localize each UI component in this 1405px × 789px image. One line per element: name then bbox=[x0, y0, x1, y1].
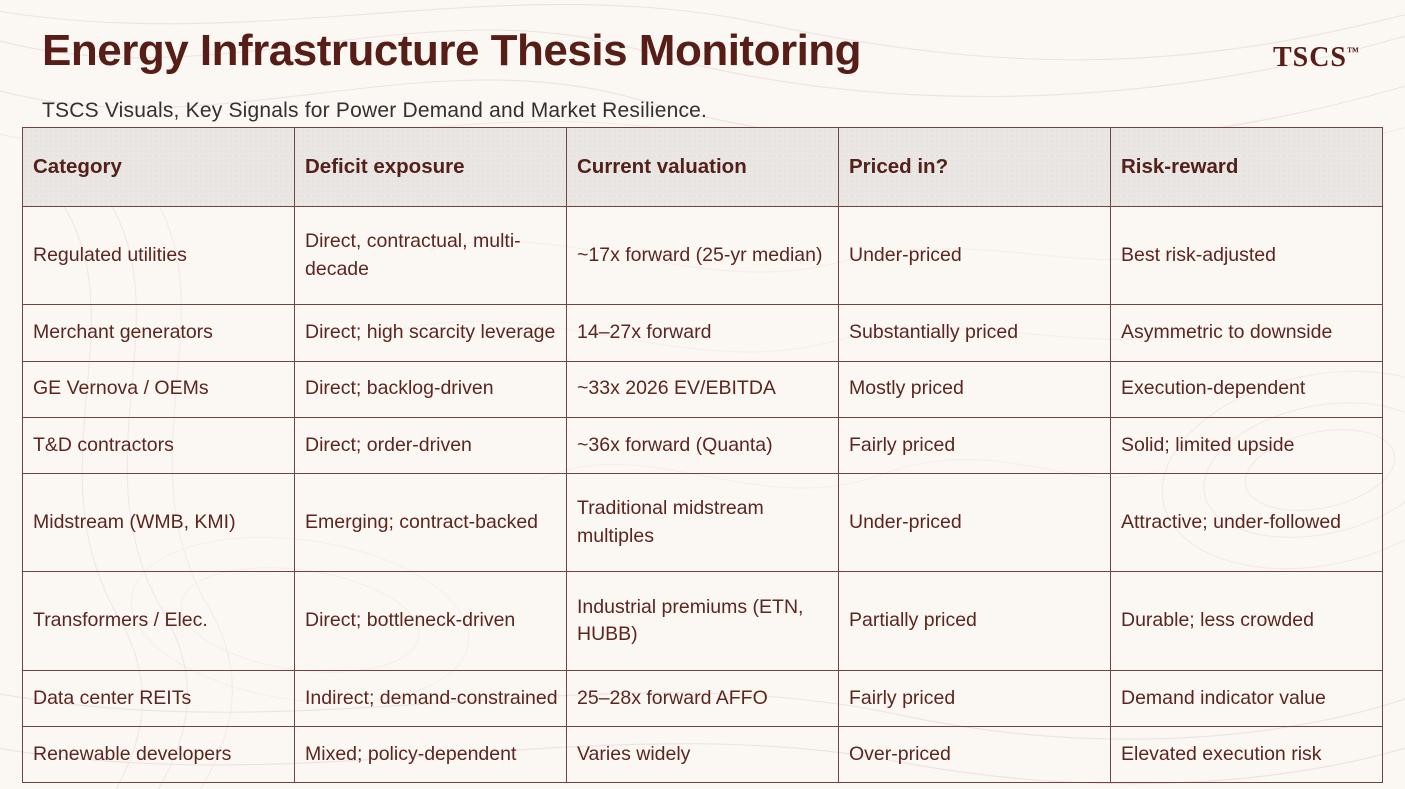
trademark-symbol: ™ bbox=[1347, 44, 1359, 59]
cell-priced-in: Fairly priced bbox=[838, 669, 1111, 727]
cell-risk-reward: Best risk-adjusted bbox=[1110, 205, 1383, 306]
cell-priced-in: Over-priced bbox=[838, 725, 1111, 784]
cell-deficit-exposure: Mixed; policy-dependent bbox=[294, 725, 567, 784]
cell-deficit-exposure: Direct, contractual, multi-decade bbox=[294, 205, 567, 306]
cell-risk-reward: Elevated execution risk bbox=[1110, 725, 1383, 784]
cell-priced-in: Fairly priced bbox=[838, 416, 1111, 474]
table-row: GE Vernova / OEMs Direct; backlog-driven… bbox=[22, 360, 1383, 418]
cell-current-valuation: ~17x forward (25-yr median) bbox=[566, 205, 839, 306]
cell-category: T&D contractors bbox=[22, 416, 295, 474]
page-title: Energy Infrastructure Thesis Monitoring bbox=[42, 26, 862, 75]
cell-current-valuation: ~33x 2026 EV/EBITDA bbox=[566, 360, 839, 418]
table-row: Renewable developers Mixed; policy-depen… bbox=[22, 725, 1383, 784]
page-subtitle: TSCS Visuals, Key Signals for Power Dema… bbox=[42, 99, 708, 122]
cell-current-valuation: 25–28x forward AFFO bbox=[566, 669, 839, 727]
cell-priced-in: Under-priced bbox=[838, 205, 1111, 306]
cell-risk-reward: Demand indicator value bbox=[1110, 669, 1383, 727]
cell-risk-reward: Asymmetric to downside bbox=[1110, 304, 1383, 362]
thesis-monitoring-table: Category Deficit exposure Current valuat… bbox=[22, 127, 1383, 784]
cell-category: GE Vernova / OEMs bbox=[22, 360, 295, 418]
column-header-priced-in: Priced in? bbox=[838, 127, 1111, 207]
cell-risk-reward: Solid; limited upside bbox=[1110, 416, 1383, 474]
table-row: T&D contractors Direct; order-driven ~36… bbox=[22, 416, 1383, 474]
cell-deficit-exposure: Direct; high scarcity leverage bbox=[294, 304, 567, 362]
cell-deficit-exposure: Direct; backlog-driven bbox=[294, 360, 567, 418]
cell-category: Transformers / Elec. bbox=[22, 571, 295, 671]
table-row: Regulated utilities Direct, contractual,… bbox=[22, 205, 1383, 306]
cell-deficit-exposure: Direct; order-driven bbox=[294, 416, 567, 474]
cell-deficit-exposure: Direct; bottleneck-driven bbox=[294, 571, 567, 671]
cell-category: Midstream (WMB, KMI) bbox=[22, 472, 295, 573]
cell-current-valuation: 14–27x forward bbox=[566, 304, 839, 362]
cell-category: Regulated utilities bbox=[22, 205, 295, 306]
table-row: Data center REITs Indirect; demand-const… bbox=[22, 669, 1383, 727]
cell-priced-in: Mostly priced bbox=[838, 360, 1111, 418]
cell-priced-in: Partially priced bbox=[838, 571, 1111, 671]
cell-risk-reward: Execution-dependent bbox=[1110, 360, 1383, 418]
column-header-deficit-exposure: Deficit exposure bbox=[294, 127, 567, 207]
cell-category: Merchant generators bbox=[22, 304, 295, 362]
cell-risk-reward: Durable; less crowded bbox=[1110, 571, 1383, 671]
table-row: Transformers / Elec. Direct; bottleneck-… bbox=[22, 571, 1383, 671]
cell-current-valuation: Industrial premiums (ETN, HUBB) bbox=[566, 571, 839, 671]
cell-deficit-exposure: Indirect; demand-constrained bbox=[294, 669, 567, 727]
table-header-row: Category Deficit exposure Current valuat… bbox=[22, 127, 1383, 207]
table-row: Midstream (WMB, KMI) Emerging; contract-… bbox=[22, 472, 1383, 573]
column-header-current-valuation: Current valuation bbox=[566, 127, 839, 207]
cell-deficit-exposure: Emerging; contract-backed bbox=[294, 472, 567, 573]
table-row: Merchant generators Direct; high scarcit… bbox=[22, 304, 1383, 362]
cell-current-valuation: Traditional midstream multiples bbox=[566, 472, 839, 573]
cell-priced-in: Under-priced bbox=[838, 472, 1111, 573]
brand-logo: TSCS™ bbox=[1273, 42, 1359, 74]
cell-current-valuation: ~36x forward (Quanta) bbox=[566, 416, 839, 474]
column-header-category: Category bbox=[22, 127, 295, 207]
cell-priced-in: Substantially priced bbox=[838, 304, 1111, 362]
cell-category: Renewable developers bbox=[22, 725, 295, 784]
column-header-risk-reward: Risk-reward bbox=[1110, 127, 1383, 207]
cell-category: Data center REITs bbox=[22, 669, 295, 727]
brand-text: TSCS bbox=[1272, 42, 1347, 73]
cell-current-valuation: Varies widely bbox=[566, 725, 839, 784]
cell-risk-reward: Attractive; under-followed bbox=[1110, 472, 1383, 573]
